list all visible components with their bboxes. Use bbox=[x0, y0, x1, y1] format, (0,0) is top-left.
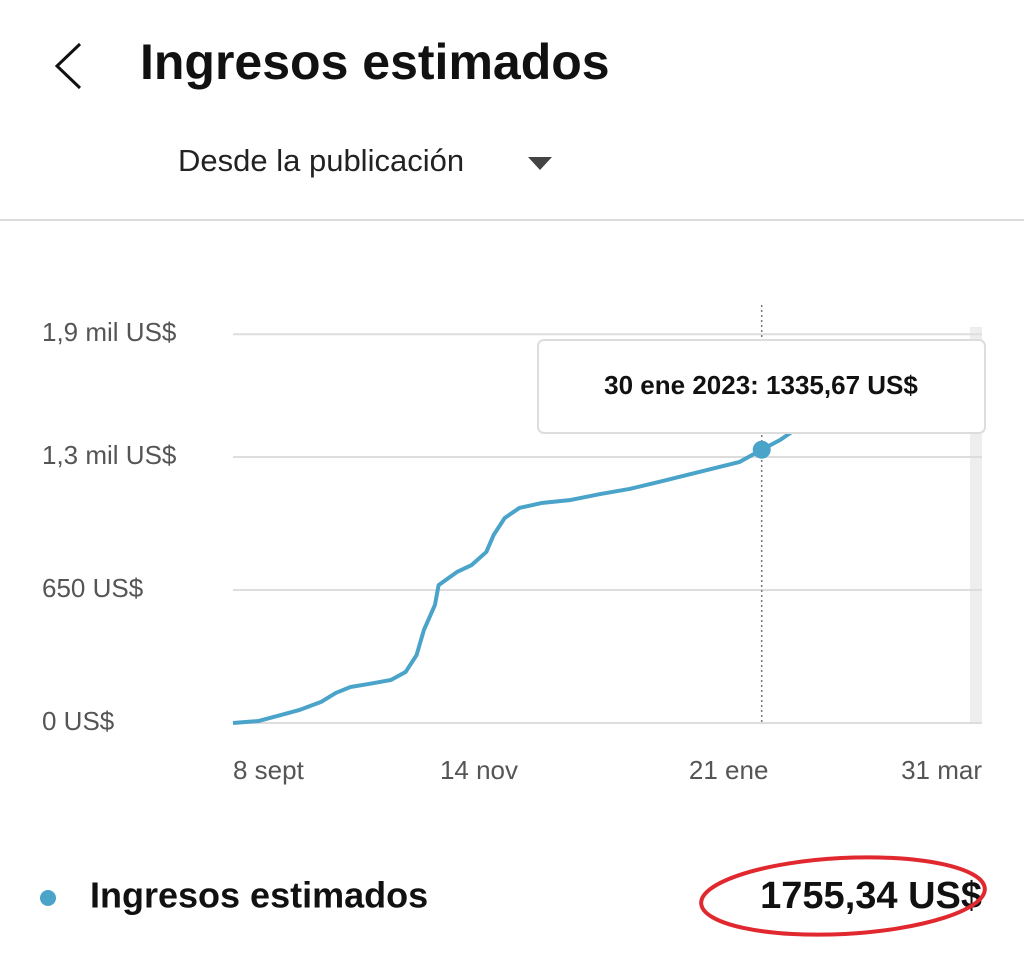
tooltip-point bbox=[752, 440, 771, 459]
chart: 0 US$ 650 US$ 1,3 mil US$ 1,9 mil US$ 8 sept… bbox=[42, 305, 986, 785]
tooltip-box bbox=[537, 339, 986, 434]
x-tick-label: 8 sept bbox=[233, 755, 305, 785]
highlight-circle bbox=[699, 855, 987, 937]
x-tick-label: 31 mar bbox=[901, 755, 982, 785]
tooltip-text: 30 ene 2023: 1335,67 US$ bbox=[604, 370, 918, 400]
page-title: Ingresos estimados bbox=[140, 34, 610, 90]
total-value: 1755,34 US$ bbox=[760, 875, 982, 917]
y-tick-label: 650 US$ bbox=[42, 573, 144, 603]
period-filter[interactable]: Desde la publicación bbox=[178, 143, 464, 178]
data-line bbox=[232, 428, 796, 725]
back-button[interactable] bbox=[54, 42, 82, 90]
legend-dot bbox=[40, 890, 56, 906]
x-tick-label: 21 ene bbox=[689, 755, 769, 785]
y-tick-label: 0 US$ bbox=[42, 706, 115, 736]
y-tick-label: 1,9 mil US$ bbox=[42, 317, 177, 347]
legend-label: Ingresos estimados bbox=[90, 875, 428, 916]
x-tick-label: 14 nov bbox=[440, 755, 518, 785]
dropdown-arrow[interactable] bbox=[528, 157, 552, 170]
y-tick-label: 1,3 mil US$ bbox=[42, 440, 177, 470]
